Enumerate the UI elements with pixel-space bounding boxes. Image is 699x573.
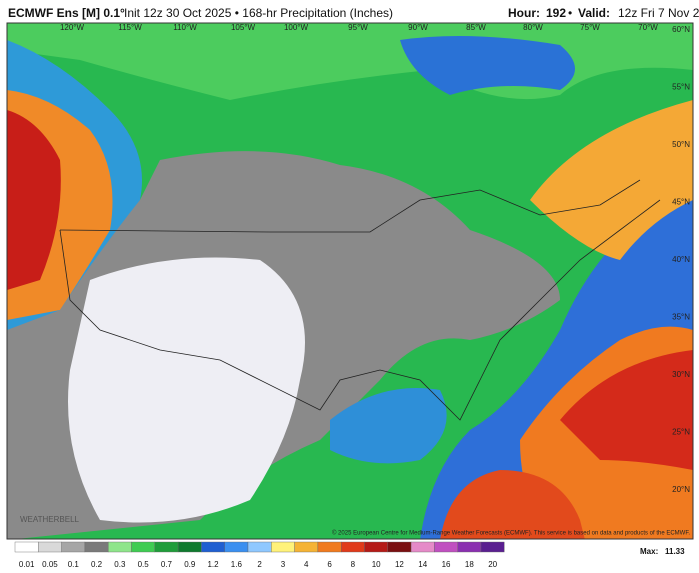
lon-label: 120°W xyxy=(60,23,85,32)
credit: © 2025 European Centre for Medium-Range … xyxy=(332,530,690,537)
dry-white xyxy=(68,257,305,523)
colorbar-cell xyxy=(410,541,435,553)
lat-label: 20°N xyxy=(672,485,690,494)
border-line xyxy=(59,179,641,233)
colorbar-label: 3 xyxy=(281,560,286,569)
coastline xyxy=(59,199,661,421)
colorbar-cell xyxy=(107,541,132,553)
colorbar-label: 0.01 xyxy=(19,560,35,569)
colorbar-label: 0.3 xyxy=(114,560,126,569)
lon-label: 80°W xyxy=(523,23,543,32)
lon-label: 70°W xyxy=(638,23,658,32)
colorbar-cell xyxy=(434,541,458,553)
atlantic-orange xyxy=(530,100,693,260)
max-label: Max: xyxy=(640,547,658,556)
valid-time: 12z Fri 7 Nov 2025 xyxy=(618,6,699,20)
south-red xyxy=(440,470,585,539)
nw-red xyxy=(7,110,61,290)
colorbar-label: 0.05 xyxy=(42,560,58,569)
lat-label: 30°N xyxy=(672,370,690,379)
colorbar-label: 4 xyxy=(304,560,309,569)
lon-label: 90°W xyxy=(408,23,428,32)
colorbar-label: 6 xyxy=(327,560,332,569)
colorbar-cell xyxy=(364,541,388,553)
separator: • xyxy=(568,6,572,20)
colorbar-label: 16 xyxy=(442,560,451,569)
valid-label: Valid: xyxy=(578,6,610,20)
colorbar-cell xyxy=(224,541,249,553)
colorbar-cell xyxy=(341,541,365,553)
colorbar-label: 12 xyxy=(395,560,404,569)
colorbar-cell xyxy=(317,541,342,553)
colorbar-cell xyxy=(480,541,505,553)
lat-label: 40°N xyxy=(672,255,690,264)
lat-label: 55°N xyxy=(672,83,690,92)
lat-label: 25°N xyxy=(672,428,690,437)
caribbean-red xyxy=(560,350,693,470)
hour-label: Hour: xyxy=(508,6,540,20)
colorbar-label: 0.5 xyxy=(138,560,150,569)
colorbar-cell xyxy=(201,541,225,553)
colorbar-cell xyxy=(387,541,412,553)
colorbar-cell xyxy=(131,541,155,553)
lon-label: 95°W xyxy=(348,23,368,32)
colorbar-label: 0.1 xyxy=(68,560,80,569)
lat-label: 45°N xyxy=(672,198,690,207)
logo: WEATHERBELL xyxy=(20,515,80,524)
colorbar-label: 20 xyxy=(488,560,497,569)
colorbar-cell xyxy=(154,541,179,553)
colorbar-label: 0.7 xyxy=(161,560,173,569)
model-title: ECMWF Ens [M] 0.1° xyxy=(8,6,125,20)
colorbar-cell xyxy=(247,541,272,553)
hour: 192 xyxy=(546,6,566,20)
colorbar-cell xyxy=(61,541,86,553)
lat-label: 60°N xyxy=(672,25,690,34)
colorbar-cell xyxy=(14,541,39,553)
max-value: 11.33 xyxy=(665,547,685,556)
lon-label: 85°W xyxy=(466,23,486,32)
map-frame xyxy=(6,22,694,540)
colorbar-label: 14 xyxy=(418,560,427,569)
map: WEATHERBELL © 2025 European Centre for M… xyxy=(6,22,694,540)
colorbar-cell xyxy=(457,541,482,553)
gulf-blue xyxy=(330,388,447,464)
colorbar-cell xyxy=(38,541,62,553)
lat-label: 50°N xyxy=(672,140,690,149)
lon-label: 105°W xyxy=(231,23,256,32)
lat-label: 35°N xyxy=(672,313,690,322)
colorbar-label: 0.2 xyxy=(91,560,103,569)
colorbar-cell xyxy=(294,541,319,553)
colorbar-label: 0.9 xyxy=(184,560,196,569)
colorbar-label: 1.2 xyxy=(207,560,219,569)
colorbar-cell xyxy=(271,541,295,553)
colorbar-label: 1.6 xyxy=(231,560,243,569)
run-info: Init 12z 30 Oct 2025 • 168-hr Precipitat… xyxy=(124,6,393,20)
lon-label: 110°W xyxy=(173,23,197,32)
lon-label: 115°W xyxy=(118,23,142,32)
colorbar-cell xyxy=(177,541,202,553)
colorbar-label: 8 xyxy=(351,560,356,569)
colorbar-label: 18 xyxy=(465,560,474,569)
lon-label: 100°W xyxy=(284,23,309,32)
lon-label: 75°W xyxy=(580,23,600,32)
colorbar-cell xyxy=(84,541,109,553)
colorbar-label: 10 xyxy=(372,560,381,569)
colorbar-label: 2 xyxy=(257,560,262,569)
hudson-bay xyxy=(400,36,575,95)
